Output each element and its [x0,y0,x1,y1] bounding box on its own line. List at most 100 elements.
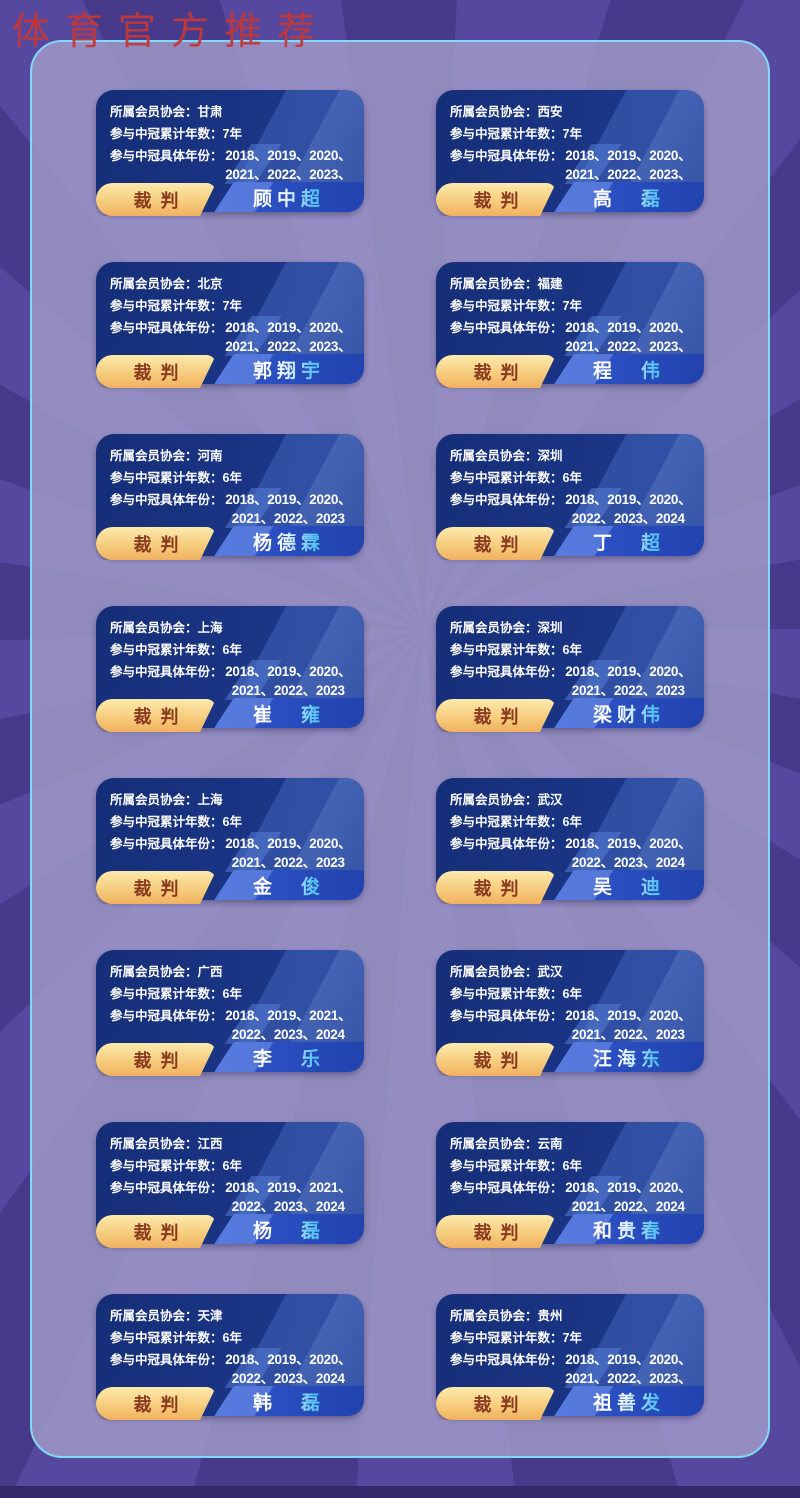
association-line: 所属会员协会：广西 [110,963,354,981]
referee-badge-label: 裁判 [473,534,528,555]
referee-badge: 裁判 [96,1215,216,1248]
years-count-value: 7年 [562,1331,582,1346]
years-count-value: 6年 [222,643,242,658]
association-label: 所属会员协会： [450,1137,538,1151]
referee-card: 所属会员协会：广西 参与中冠累计年数：6年 参与中冠具体年份： 2018、2019… [96,950,364,1072]
years-count-label: 参与中冠累计年数： [110,299,223,314]
referee-name-bar: 金 俊 [213,870,364,900]
years-list-line: 参与中冠具体年份： 2018、2019、2020、2021、2022、2023 [450,1007,694,1045]
years-list-value: 2018、2019、2020、2021、2022、2023 [225,664,352,699]
years-list-value: 2018、2019、2020、2022、2023、2024 [565,836,692,871]
years-count-line: 参与中冠累计年数：6年 [110,469,354,487]
years-count-line: 参与中冠累计年数：6年 [450,1157,694,1175]
years-list-label: 参与中冠具体年份： [450,1353,563,1368]
association-value: 上海 [197,793,223,807]
association-value: 武汉 [537,965,563,979]
referee-badge: 裁判 [436,871,556,904]
years-list-value: 2018、2019、2021、2022、2023、2024 [225,1180,352,1215]
years-list-line: 参与中冠具体年份： 2018、2019、2020、2021、2022、2023 [110,491,354,529]
referee-name-bar: 韩 磊 [213,1386,364,1416]
association-value: 广西 [197,965,223,979]
referee-name-bar: 祖善发 [553,1386,704,1416]
referee-card: 所属会员协会：深圳 参与中冠累计年数：6年 参与中冠具体年份： 2018、2019… [436,434,704,556]
years-count-line: 参与中冠累计年数：7年 [110,125,354,143]
association-label: 所属会员协会： [450,965,538,979]
referee-badge-label: 裁判 [133,362,188,383]
association-line: 所属会员协会：河南 [110,447,354,465]
association-label: 所属会员协会： [110,621,198,635]
years-count-value: 6年 [222,1159,242,1174]
association-value: 云南 [537,1137,563,1151]
association-line: 所属会员协会：武汉 [450,963,694,981]
years-list-value: 2018、2019、2020、2021、2022、2023、2024 [225,148,352,201]
referee-card: 所属会员协会：武汉 参与中冠累计年数：6年 参与中冠具体年份： 2018、2019… [436,778,704,900]
referee-badge-label: 裁判 [133,190,188,211]
association-label: 所属会员协会： [110,965,198,979]
years-count-line: 参与中冠累计年数：6年 [110,813,354,831]
years-list-line: 参与中冠具体年份： 2018、2019、2020、2021、2022、2023 [110,663,354,701]
years-list-label: 参与中冠具体年份： [110,493,223,508]
referee-name: 和贵春 [593,1216,665,1243]
referee-name: 金 俊 [253,872,325,899]
referee-name: 崔 雍 [253,700,325,727]
association-value: 天津 [197,1309,223,1323]
referee-info: 所属会员协会：上海 参与中冠累计年数：6年 参与中冠具体年份： 2018、2019… [96,778,364,873]
years-count-line: 参与中冠累计年数：7年 [450,1329,694,1347]
years-list-line: 参与中冠具体年份： 2018、2019、2020、2022、2023、2024 [450,491,694,529]
referee-card: 所属会员协会：福建 参与中冠累计年数：7年 参与中冠具体年份： 2018、2019… [436,262,704,384]
association-line: 所属会员协会：深圳 [450,447,694,465]
years-count-line: 参与中冠累计年数：7年 [450,125,694,143]
association-value: 贵州 [537,1309,563,1323]
association-value: 武汉 [537,793,563,807]
association-value: 甘肃 [197,105,223,119]
years-list-line: 参与中冠具体年份： 2018、2019、2020、2022、2023、2024 [450,835,694,873]
referee-badge-label: 裁判 [133,706,188,727]
years-list-value: 2018、2019、2021、2022、2023、2024 [225,1008,352,1043]
referee-badge-label: 裁判 [133,1394,188,1415]
years-list-value: 2018、2019、2020、2021、2022、2023 [565,664,692,699]
referee-name-bar: 郭翔宇 [213,354,364,384]
referee-name: 李 乐 [253,1044,325,1071]
referee-badge: 裁判 [96,183,216,216]
years-list-label: 参与中冠具体年份： [450,1009,563,1024]
association-line: 所属会员协会：甘肃 [110,103,354,121]
years-list-line: 参与中冠具体年份：2018、2019、2020、2021、2022、2023、2… [110,147,354,204]
years-list-label: 参与中冠具体年份： [110,149,223,164]
referee-info: 所属会员协会：贵州 参与中冠累计年数：7年 参与中冠具体年份： 2018、2019… [436,1294,704,1408]
association-line: 所属会员协会：武汉 [450,791,694,809]
referee-info: 所属会员协会：上海 参与中冠累计年数：6年 参与中冠具体年份： 2018、2019… [96,606,364,701]
association-label: 所属会员协会： [450,1309,538,1323]
bottom-strip [0,1486,800,1498]
years-count-value: 6年 [222,471,242,486]
referee-name-bar: 顾中超 [213,182,364,212]
referee-name-bar: 程 伟 [553,354,704,384]
referee-badge-label: 裁判 [473,362,528,383]
referee-badge: 裁判 [436,1043,556,1076]
referee-name: 汪海东 [593,1044,665,1071]
referee-info: 所属会员协会：西安 参与中冠累计年数：7年 参与中冠具体年份： 2018、2019… [436,90,704,204]
years-list-line: 参与中冠具体年份：2018、2019、2020、2021、2022、2023、2… [450,1351,694,1408]
referee-badge-label: 裁判 [133,534,188,555]
years-count-label: 参与中冠累计年数： [450,1331,563,1346]
referee-badge: 裁判 [96,699,216,732]
referee-name-bar: 和贵春 [553,1214,704,1244]
years-count-line: 参与中冠累计年数：6年 [110,1157,354,1175]
years-list-line: 参与中冠具体年份： 2018、2019、2020、2021、2022、2023 [450,663,694,701]
years-list-label: 参与中冠具体年份： [450,665,563,680]
years-count-label: 参与中冠累计年数： [110,815,223,830]
years-count-line: 参与中冠累计年数：6年 [450,469,694,487]
association-label: 所属会员协会： [110,793,198,807]
association-line: 所属会员协会：西安 [450,103,694,121]
years-count-line: 参与中冠累计年数：6年 [110,641,354,659]
referee-info: 所属会员协会：深圳 参与中冠累计年数：6年 参与中冠具体年份： 2018、2019… [436,606,704,701]
years-list-value: 2018、2019、2020、2021、2022、2023 [225,836,352,871]
association-label: 所属会员协会： [450,621,538,635]
referee-badge: 裁判 [436,355,556,388]
association-label: 所属会员协会： [450,449,538,463]
years-list-label: 参与中冠具体年份： [110,665,223,680]
referee-name: 吴 迪 [593,872,665,899]
referee-badge: 裁判 [96,1043,216,1076]
years-count-line: 参与中冠累计年数：7年 [450,297,694,315]
years-count-value: 7年 [222,299,242,314]
referee-card: 所属会员协会：云南 参与中冠累计年数：6年 参与中冠具体年份： 2018、2019… [436,1122,704,1244]
